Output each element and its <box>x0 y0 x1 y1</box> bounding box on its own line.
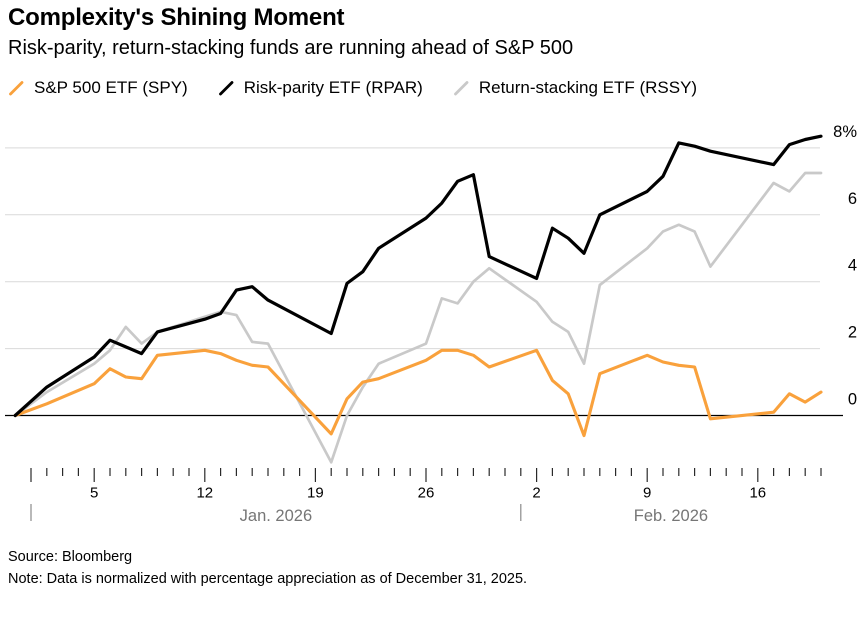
svg-text:2: 2 <box>848 324 857 342</box>
note-text: Note: Data is normalized with percentage… <box>8 571 528 587</box>
svg-text:6: 6 <box>848 190 857 208</box>
legend: S&P 500 ETF (SPY) Risk-parity ETF (RPAR)… <box>8 78 697 98</box>
rpar-line-swatch-icon <box>218 80 234 95</box>
x-axis-month-labels: Jan. 2026 Feb. 2026 <box>30 504 708 525</box>
source-note: Source: Bloomberg Note: Data is normaliz… <box>8 546 527 590</box>
series-rssy-line <box>13 171 823 464</box>
svg-text:26: 26 <box>418 485 435 502</box>
source-text: Source: Bloomberg <box>8 549 133 565</box>
svg-text:4: 4 <box>848 257 857 275</box>
legend-label-rssy: Return-stacking ETF (RSSY) <box>478 78 698 97</box>
svg-text:Jan. 2026: Jan. 2026 <box>240 507 312 525</box>
svg-text:12: 12 <box>196 485 213 502</box>
legend-label-spy: S&P 500 ETF (SPY) <box>34 78 188 97</box>
x-axis-ticks <box>30 468 822 482</box>
rssy-line-swatch-icon <box>453 80 469 95</box>
spy-line-swatch-icon <box>9 80 24 95</box>
series-spy-line <box>13 348 823 438</box>
legend-label-rpar: Risk-parity ETF (RPAR) <box>243 78 423 97</box>
x-axis-day-labels: 5 12 19 26 2 9 16 <box>90 485 766 502</box>
y-gridlines <box>5 147 820 350</box>
y-axis-labels: 0 2 4 6 8% <box>833 123 857 409</box>
chart-title: Complexity's Shining Moment <box>8 4 345 31</box>
series-rpar-line <box>13 134 823 418</box>
svg-text:0: 0 <box>848 391 857 409</box>
svg-text:Feb. 2026: Feb. 2026 <box>634 507 708 525</box>
svg-text:9: 9 <box>643 485 651 502</box>
legend-item-spy: S&P 500 ETF (SPY) <box>8 78 188 98</box>
svg-text:5: 5 <box>90 485 98 502</box>
svg-text:2: 2 <box>532 485 540 502</box>
legend-item-rssy: Return-stacking ETF (RSSY) <box>453 78 697 98</box>
svg-text:19: 19 <box>307 485 324 502</box>
chart-subtitle: Risk-parity, return-stacking funds are r… <box>8 37 574 59</box>
svg-text:8%: 8% <box>833 123 857 141</box>
legend-item-rpar: Risk-parity ETF (RPAR) <box>218 78 423 98</box>
svg-text:16: 16 <box>749 485 766 502</box>
